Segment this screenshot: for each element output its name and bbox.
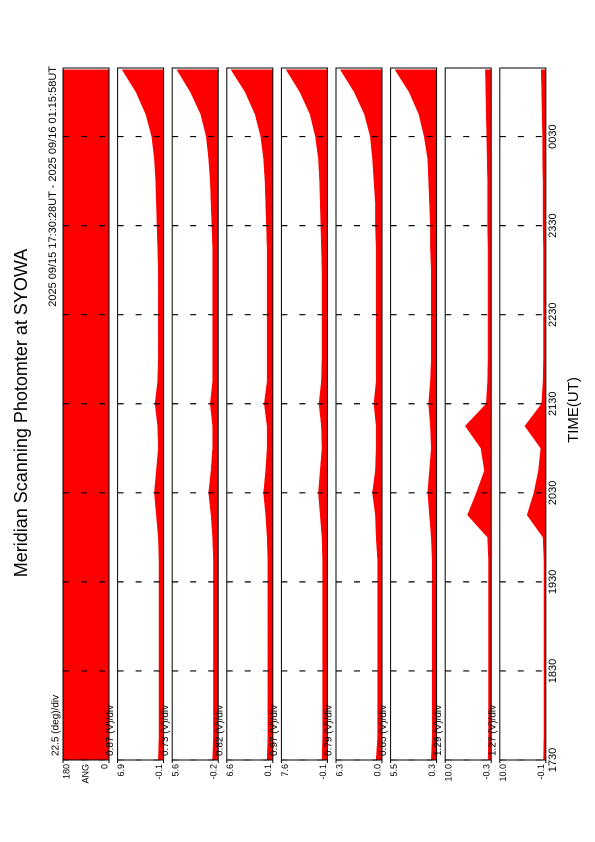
rotated-plot: Meridian Scanning Photomter at SYOWA 202… — [11, 66, 582, 784]
x-tick-label: 2130 — [547, 392, 559, 416]
data-area — [121, 69, 164, 761]
data-area — [464, 69, 492, 761]
data-area — [339, 69, 383, 761]
x-tick-label: 2230 — [547, 302, 559, 326]
x-tick-label: 1730 — [547, 748, 559, 772]
y-tick-label: 7.6 — [280, 764, 290, 777]
data-area — [285, 69, 328, 761]
chart-subtitle: 2025 09/15 17:30:28UT - 2025 09/16 01:15… — [47, 66, 59, 307]
scale-label: 0.97 (V)/div — [269, 705, 280, 756]
y-tick-label: 0.0 — [372, 764, 382, 777]
scale-label: 1.29 (V)/div — [433, 705, 444, 756]
scale-label: 22.5 (deg)/div — [51, 695, 62, 756]
y-tick-label: 10.0 — [444, 764, 454, 782]
y-tick-label: -0.1 — [318, 764, 328, 780]
y-tick-label: 0.1 — [263, 764, 273, 777]
data-area — [394, 69, 437, 761]
data-area — [62, 69, 110, 761]
y-tick-label: 180 — [61, 764, 71, 779]
y-tick-label: -0.2 — [209, 764, 219, 780]
y-tick-label: 0 — [99, 764, 109, 769]
x-tick-label: 2030 — [547, 481, 559, 505]
scale-label: 0.79 (V)/div — [324, 705, 335, 756]
y-tick-label: -0.1 — [536, 764, 546, 780]
scale-label: 1.27 (V)/div — [487, 705, 498, 756]
scale-label: 0.87 (V)/div — [105, 705, 116, 756]
data-area — [524, 69, 547, 761]
x-tick-label: 1930 — [547, 570, 559, 594]
y-tick-label: 10.0 — [498, 764, 508, 782]
x-tick-label: 1830 — [547, 659, 559, 683]
y-tick-label: 6.6 — [225, 764, 235, 777]
data-area — [176, 69, 219, 761]
y-tick-label: 6.9 — [116, 764, 126, 777]
data-area — [230, 69, 274, 761]
chart-title: Meridian Scanning Photomter at SYOWA — [11, 249, 31, 577]
x-tick-label: 2330 — [547, 213, 559, 237]
x-tick-label: 0030 — [547, 124, 559, 148]
y-tick-label: 5.5 — [389, 764, 399, 777]
y-tick-label: -0.1 — [154, 764, 164, 780]
x-axis-title: TIME(UT) — [565, 377, 582, 443]
scale-label: 0.73 (V)/div — [160, 705, 171, 756]
y-tick-label: 6.3 — [334, 764, 344, 777]
scale-label: 0.65 (V)/div — [378, 705, 389, 756]
scale-label: 0.82 (V)/div — [214, 705, 225, 756]
y-axis-title: ANG — [80, 764, 90, 784]
y-tick-label: -0.3 — [482, 764, 492, 780]
y-tick-label: 5.6 — [171, 764, 181, 777]
y-tick-label: 0.3 — [427, 764, 437, 777]
